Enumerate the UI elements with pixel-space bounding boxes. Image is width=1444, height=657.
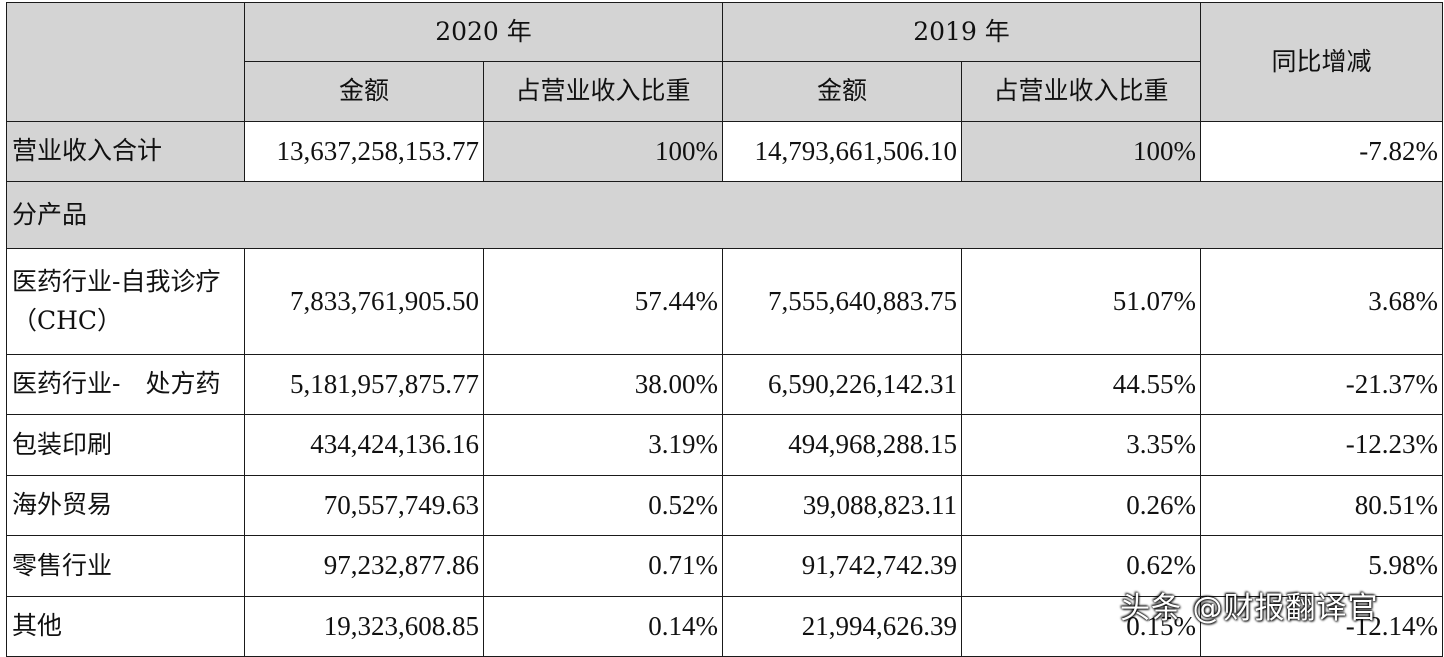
table-row: 医药行业-自我诊疗（CHC） 7,833,761,905.50 57.44% 7… [6, 248, 1444, 355]
row-label: 零售行业 [6, 535, 245, 597]
row-share-2019: 44.55% [961, 354, 1202, 415]
row-label: 海外贸易 [6, 475, 245, 536]
row-share-2019: 0.62% [961, 535, 1202, 597]
row-amount-2019: 494,968,288.15 [722, 414, 963, 476]
row-label: 包装印刷 [6, 414, 245, 476]
total-label: 营业收入合计 [6, 121, 245, 182]
table-row: 其他 19,323,608.85 0.14% 21,994,626.39 0.1… [6, 596, 1444, 657]
header-share-2019: 占营业收入比重 [961, 61, 1202, 122]
total-row: 营业收入合计 13,637,258,153.77 100% 14,793,661… [6, 121, 1444, 182]
row-yoy: -21.37% [1200, 354, 1444, 415]
row-amount-2019: 21,994,626.39 [722, 596, 963, 657]
header-yoy: 同比增减 [1200, 2, 1444, 122]
header-row-columns: 金额 占营业收入比重 金额 占营业收入比重 [7, 61, 1443, 122]
row-label: 其他 [6, 596, 245, 657]
row-amount-2019: 39,088,823.11 [722, 475, 963, 536]
row-yoy: 5.98% [1200, 535, 1444, 597]
total-share-2020: 100% [482, 121, 724, 182]
header-year-2019: 2019 年 [722, 2, 1202, 62]
row-amount-2020: 5,181,957,875.77 [244, 354, 484, 415]
row-share-2020: 0.14% [482, 596, 724, 657]
row-share-2020: 38.00% [482, 354, 724, 415]
row-share-2019: 3.35% [961, 414, 1202, 476]
table-row: 包装印刷 434,424,136.16 3.19% 494,968,288.15… [6, 414, 1444, 476]
header-share-2020: 占营业收入比重 [482, 61, 724, 122]
total-amount-2019: 14,793,661,506.10 [722, 121, 963, 182]
section-label: 分产品 [5, 181, 1444, 249]
row-share-2020: 3.19% [482, 414, 724, 476]
row-share-2020: 0.71% [482, 535, 724, 597]
row-yoy: 3.68% [1200, 248, 1444, 355]
row-label: 医药行业-自我诊疗（CHC） [6, 248, 245, 355]
row-amount-2019: 7,555,640,883.75 [722, 248, 963, 355]
row-yoy: -12.23% [1200, 414, 1444, 476]
total-amount-2020: 13,637,258,153.77 [244, 121, 484, 182]
table-row: 零售行业 97,232,877.86 0.71% 91,742,742.39 0… [6, 535, 1444, 597]
total-yoy: -7.82% [1200, 121, 1444, 182]
header-amount-2019: 金额 [722, 61, 963, 122]
revenue-breakdown-table: 2020 年 2019 年 同比增减 金额 占营业收入比重 金额 占营业收入比重… [5, 2, 1444, 657]
row-amount-2020: 97,232,877.86 [244, 535, 484, 597]
row-label: 医药行业- 处方药 [6, 354, 245, 415]
row-amount-2020: 19,323,608.85 [244, 596, 484, 657]
row-amount-2020: 70,557,749.63 [244, 475, 484, 536]
row-yoy: -12.14% [1200, 596, 1444, 657]
table-row: 医药行业- 处方药 5,181,957,875.77 38.00% 6,590,… [6, 354, 1444, 415]
table-row: 海外贸易 70,557,749.63 0.52% 39,088,823.11 0… [6, 475, 1444, 536]
header-amount-2020: 金额 [244, 61, 484, 122]
row-share-2020: 57.44% [482, 248, 724, 355]
row-share-2020: 0.52% [482, 475, 724, 536]
header-blank-cell [6, 2, 245, 122]
row-share-2019: 0.26% [961, 475, 1202, 536]
header-year-2020: 2020 年 [243, 2, 724, 62]
row-share-2019: 0.15% [961, 596, 1202, 657]
row-amount-2019: 6,590,226,142.31 [722, 354, 963, 415]
header-row-years: 2020 年 2019 年 同比增减 [6, 2, 1444, 122]
section-row: 分产品 [5, 181, 1444, 249]
row-amount-2020: 434,424,136.16 [244, 414, 484, 476]
row-amount-2020: 7,833,761,905.50 [244, 248, 484, 355]
total-share-2019: 100% [961, 121, 1202, 182]
row-amount-2019: 91,742,742.39 [722, 535, 963, 597]
row-yoy: 80.51% [1200, 475, 1444, 536]
revenue-table-container: 2020 年 2019 年 同比增减 金额 占营业收入比重 金额 占营业收入比重… [5, 2, 1444, 657]
row-share-2019: 51.07% [961, 248, 1202, 355]
